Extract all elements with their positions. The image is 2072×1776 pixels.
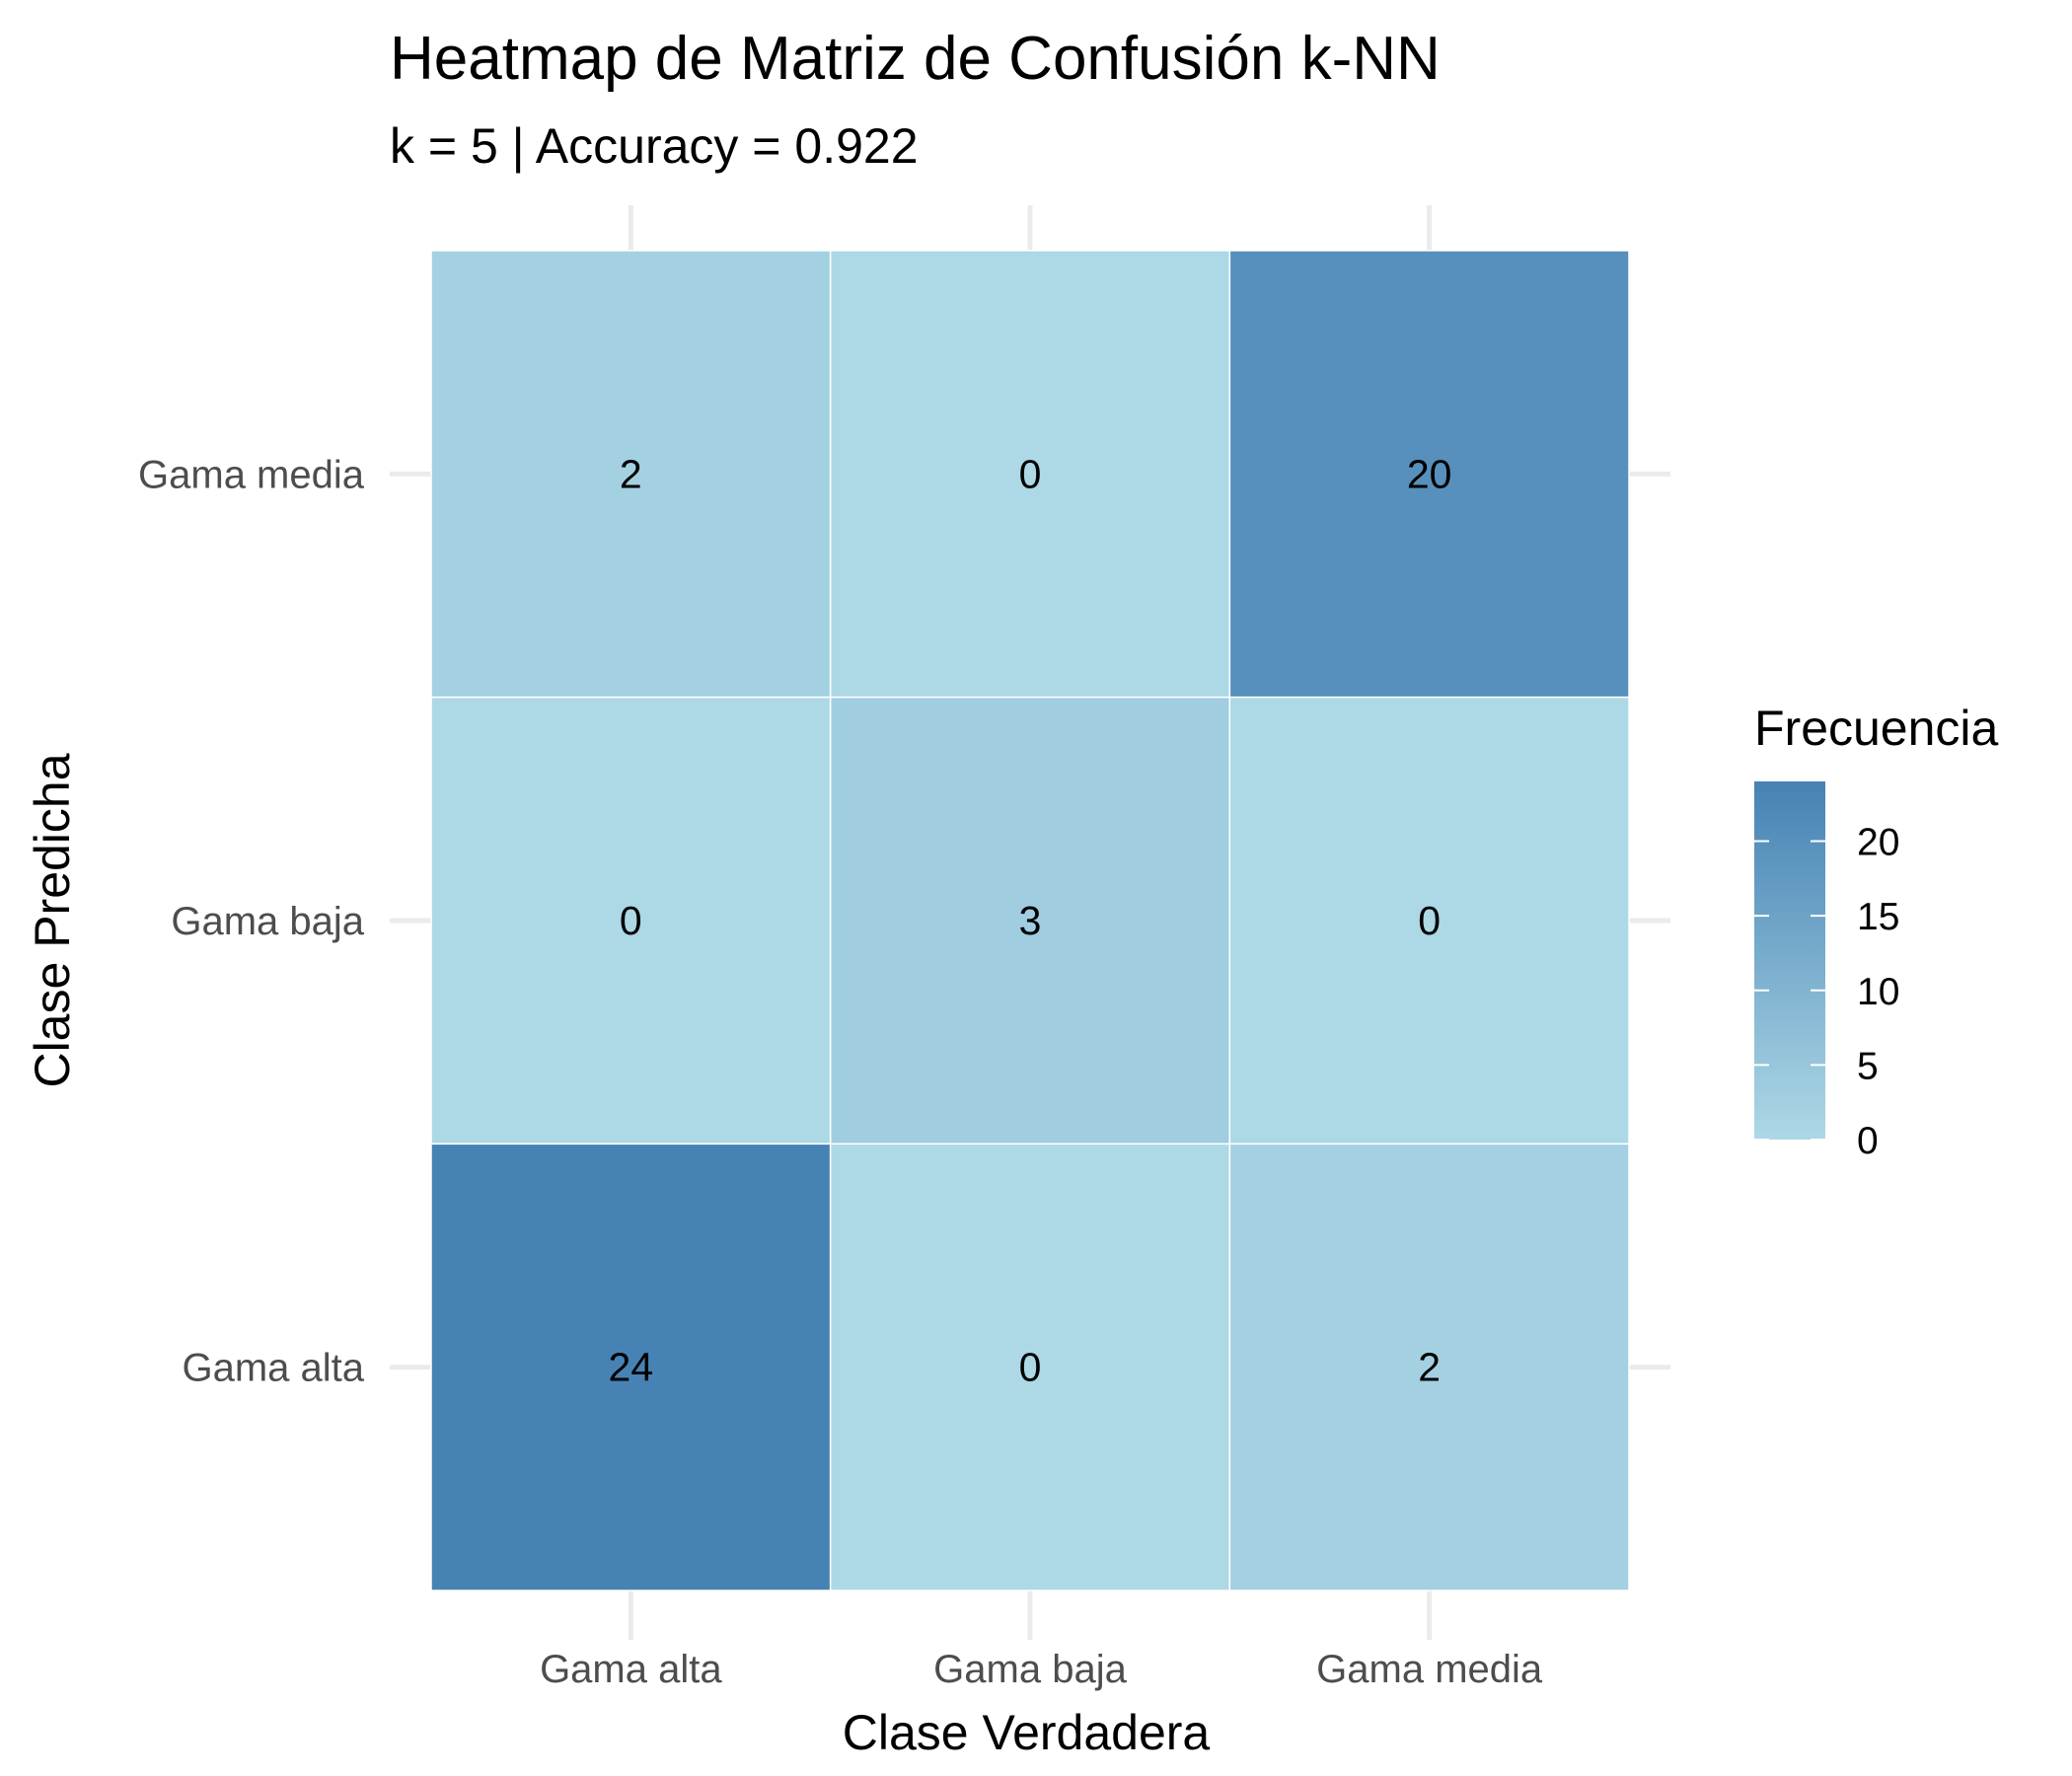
cell-value-label: 0: [1418, 898, 1441, 943]
heatmap-cell-gama-baja-gama-alta: [829, 1143, 1231, 1591]
heatmap-cell-gama-baja-gama-baja: [829, 696, 1231, 1146]
cell-value-label: 2: [1418, 1345, 1441, 1390]
heatmap-cell-gama-media-gama-alta: [1228, 1143, 1630, 1591]
legend-tick-label: 10: [1857, 971, 1899, 1013]
y-axis-tick-labels: Gama alta Gama baja Gama media: [138, 453, 365, 1389]
y-tick-label: Gama media: [138, 453, 365, 496]
chart-title: Heatmap de Matriz de Confusión k-NN: [390, 25, 1441, 93]
chart-subtitle: k = 5 | Accuracy = 0.922: [390, 118, 919, 174]
y-axis-title: Clase Predicha: [25, 753, 80, 1087]
x-tick-label: Gama alta: [540, 1648, 722, 1691]
cell-value-label: 0: [1019, 1345, 1042, 1390]
legend-colorbar: [1754, 781, 1825, 1140]
x-tick-label: Gama media: [1316, 1648, 1543, 1691]
legend-tick-label: 20: [1857, 822, 1899, 864]
x-axis-title: Clase Verdadera: [843, 1705, 1211, 1760]
heatmap-cells: [430, 250, 1630, 1591]
heatmap-cell-gama-media-gama-baja: [1228, 696, 1630, 1146]
cell-value-label: 3: [1019, 898, 1042, 943]
cell-value-label: 2: [620, 451, 642, 496]
heatmap-cell-gama-media-gama-media: [1228, 250, 1630, 699]
cell-value-label: 0: [620, 898, 642, 943]
legend-tick-label: 0: [1857, 1120, 1879, 1162]
y-tick-label: Gama baja: [171, 900, 364, 943]
cell-value-labels: 2 0 200 3 024 0 2: [609, 451, 1452, 1389]
cell-value-label: 0: [1019, 451, 1042, 496]
legend-ticks: 0 5 10 15 20: [1754, 822, 1899, 1162]
cell-value-label: 24: [609, 1345, 654, 1390]
legend: Frecuencia 0 5 10 15 20: [1754, 701, 1999, 1162]
legend-title: Frecuencia: [1754, 701, 1999, 756]
y-tick-label: Gama alta: [182, 1347, 364, 1390]
heatmap-cell-gama-alta-gama-media: [430, 250, 832, 699]
x-tick-label: Gama baja: [933, 1648, 1127, 1691]
cell-value-label: 20: [1407, 451, 1452, 496]
heatmap-cell-gama-alta-gama-alta: [430, 1143, 832, 1591]
heatmap-cell-gama-alta-gama-baja: [430, 696, 832, 1146]
legend-tick-label: 15: [1857, 896, 1899, 938]
x-axis-tick-labels: Gama alta Gama baja Gama media: [540, 1648, 1543, 1691]
legend-tick-label: 5: [1857, 1045, 1879, 1087]
